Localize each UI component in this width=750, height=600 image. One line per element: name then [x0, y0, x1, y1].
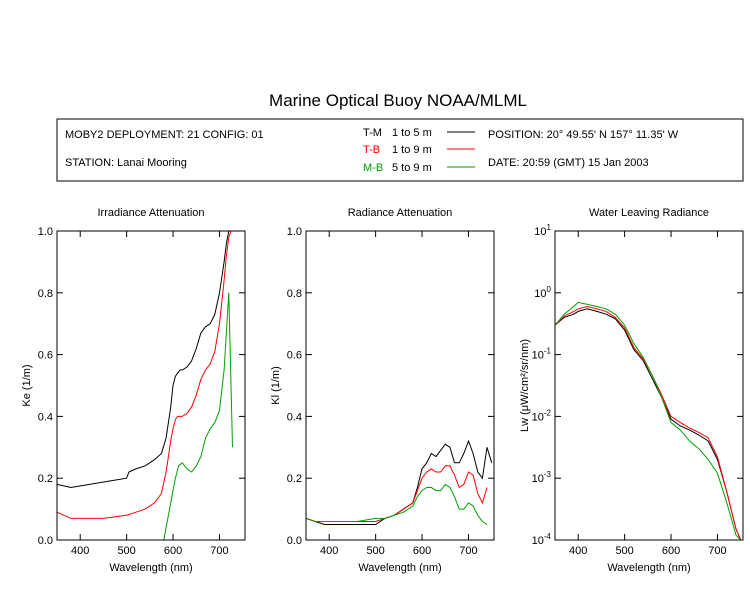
legend: T-M 1 to 5 m T-B 1 to 9 m M-B 5 to 9 m: [363, 127, 475, 174]
radiance-ylabel: Kl (1/m): [270, 366, 282, 405]
radiance-ytick-label: 0.0: [287, 535, 302, 547]
water-leaving-chart-title: Water Leaving Radiance: [589, 207, 709, 219]
radiance-xtick-label: 600: [413, 545, 431, 557]
irradiance-xtick-label: 600: [164, 545, 182, 557]
water-leaving-ytick-label: 10-1: [532, 347, 552, 362]
radiance-plot-frame: [305, 230, 495, 541]
irradiance-ylabel: Ke (1/m): [21, 364, 33, 406]
deployment-text: MOBY2 DEPLOYMENT: 21 CONFIG: 01: [65, 129, 264, 141]
water-leaving-ytick-label: 101: [534, 223, 551, 238]
irradiance-series-m-b: [57, 292, 233, 540]
irradiance-ytick-label: 0.6: [38, 350, 53, 362]
radiance-ytick-label: 0.6: [287, 350, 302, 362]
radiance-xtick-label: 500: [366, 545, 384, 557]
legend-code-tm: T-M: [363, 127, 382, 139]
irradiance-xtick-label: 700: [210, 545, 228, 557]
radiance-series-t-m: [306, 439, 493, 525]
irradiance-ytick-label: 0.0: [38, 535, 53, 547]
radiance-series-t-b: [306, 465, 488, 522]
water-leaving-series-t-b: [555, 305, 742, 540]
radiance-ytick-label: 1.0: [287, 226, 302, 238]
irradiance-xtick-label: 400: [71, 545, 89, 557]
irradiance-xlabel: Wavelength (nm): [109, 562, 192, 574]
legend-range-mb: 5 to 9 m: [392, 162, 432, 174]
water-leaving-xtick-label: 700: [708, 545, 726, 557]
legend-range-tb: 1 to 9 m: [392, 144, 432, 156]
water-leaving-radiance-chart: 400 500 600 700 10-4 10-3 10-2 10-1 100 101 Water …: [519, 207, 744, 574]
water-leaving-plot-frame: [554, 230, 744, 541]
station-text: STATION: Lanai Mooring: [65, 157, 187, 169]
water-leaving-ylabel: Lw (μW/cm²/sr/nm): [519, 339, 531, 432]
water-leaving-xlabel: Wavelength (nm): [607, 562, 690, 574]
radiance-ytick-label: 0.2: [287, 473, 302, 485]
radiance-xtick-label: 400: [320, 545, 338, 557]
irradiance-xtick-label: 500: [117, 545, 135, 557]
irradiance-ytick-label: 1.0: [38, 226, 53, 238]
water-leaving-series-t-m: [555, 308, 742, 540]
radiance-attenuation-chart: 400 500 600 700 0.0 0.2 0.4 0.6 0.8 1.0 Radiance A…: [270, 207, 495, 574]
radiance-ytick-label: 0.4: [287, 411, 302, 423]
water-leaving-xtick-label: 400: [569, 545, 587, 557]
irradiance-ytick-label: 0.4: [38, 411, 53, 423]
irradiance-attenuation-chart: 400 500 600 700 0.0 0.2 0.4 0.6 0.8 1.0 Irradiance…: [21, 207, 246, 574]
radiance-series-m-b: [306, 483, 488, 525]
irradiance-plot-frame: [56, 230, 246, 541]
water-leaving-xtick-label: 500: [615, 545, 633, 557]
irradiance-chart-title: Irradiance Attenuation: [97, 207, 204, 219]
legend-range-tm: 1 to 5 m: [392, 127, 432, 139]
figure-title: Marine Optical Buoy NOAA/MLML: [269, 91, 527, 110]
water-leaving-ytick-label: 10-2: [532, 408, 552, 423]
irradiance-ytick-label: 0.2: [38, 473, 53, 485]
irradiance-series-t-m: [57, 231, 230, 489]
position-text: POSITION: 20° 49.55' N 157° 11.35' W: [488, 129, 679, 141]
radiance-xtick-label: 700: [459, 545, 477, 557]
water-leaving-ytick-label: 10-4: [532, 532, 552, 547]
irradiance-ytick-label: 0.8: [38, 288, 53, 300]
radiance-chart-title: Radiance Attenuation: [348, 207, 453, 219]
info-box: [56, 118, 744, 182]
water-leaving-ytick-label: 10-3: [532, 470, 552, 485]
water-leaving-series-m-b: [555, 301, 742, 540]
radiance-ytick-label: 0.8: [287, 288, 302, 300]
legend-code-mb: M-B: [363, 162, 383, 174]
water-leaving-xtick-label: 600: [662, 545, 680, 557]
date-text: DATE: 20:59 (GMT) 15 Jan 2003: [488, 157, 649, 169]
radiance-xlabel: Wavelength (nm): [358, 562, 441, 574]
water-leaving-ytick-label: 100: [534, 285, 551, 300]
legend-code-tb: T-B: [363, 144, 380, 156]
irradiance-series-t-b: [57, 231, 232, 519]
